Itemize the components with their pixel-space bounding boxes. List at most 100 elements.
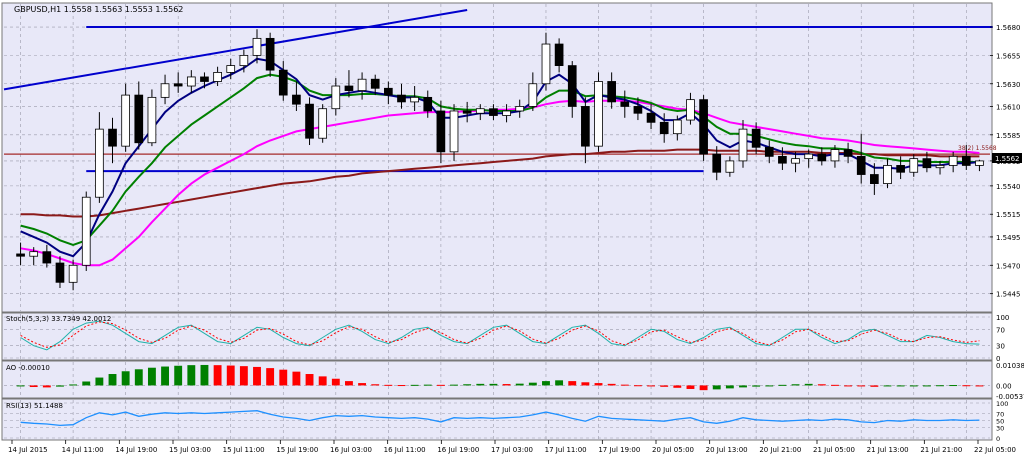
- candle: [436, 100, 446, 164]
- ao-bar: [528, 382, 537, 386]
- time-tick-label: 22 Jul 05:00: [974, 446, 1016, 454]
- ao-tick-label: -0.00537: [996, 393, 1024, 401]
- ao-bar: [515, 383, 524, 386]
- ao-bar: [292, 371, 301, 386]
- ao-bar: [226, 365, 235, 386]
- ao-bar: [542, 381, 550, 386]
- candle-body: [975, 160, 984, 166]
- price-panel-header: GBPUSD,H1 1.5558 1.5563 1.5553 1.5562: [14, 5, 183, 14]
- candle: [502, 104, 511, 123]
- candle: [29, 247, 39, 266]
- ao-bar: [371, 384, 380, 386]
- stochastic-panel[interactable]: 100 70 30 0 Stoch(5,3,3) 33.7349 42.0012: [1, 312, 1009, 363]
- candle-body: [489, 108, 498, 116]
- candle: [370, 74, 380, 96]
- ao-bar: [121, 371, 130, 386]
- ao-bar: [594, 383, 603, 386]
- candle: [541, 32, 551, 91]
- price-tick-label: 1.5630: [996, 81, 1021, 89]
- candle: [108, 117, 117, 164]
- time-tick-label: 16 Jul 03:00: [330, 446, 372, 454]
- price-tick-label: 1.5470: [996, 262, 1021, 270]
- ao-bar: [69, 384, 78, 386]
- time-tick-label: 20 Jul 05:00: [652, 446, 694, 454]
- ao-bar: [358, 383, 367, 386]
- candle: [791, 151, 800, 173]
- candle: [922, 151, 932, 173]
- fib-level-label: 38.2) 1.5568: [958, 145, 997, 152]
- ma-mid-line: [20, 73, 980, 246]
- ao-bar: [975, 385, 984, 387]
- candle: [265, 32, 275, 77]
- candle-body: [462, 110, 472, 114]
- price-tick-label: 1.5445: [996, 291, 1021, 299]
- candle-body: [948, 155, 958, 166]
- time-tick-label: 14 Jul 19:00: [115, 446, 157, 454]
- ma-long-line: [20, 148, 980, 218]
- ao-bar: [489, 383, 498, 386]
- candle-body: [830, 149, 840, 162]
- rsi-tick-label: 70: [996, 411, 1004, 419]
- candle: [68, 259, 78, 291]
- ao-bar: [660, 385, 669, 387]
- candle-body: [449, 110, 459, 153]
- price-panel-background: [1, 2, 993, 313]
- candle: [134, 81, 144, 150]
- candle-body: [883, 165, 892, 184]
- candle-body: [699, 99, 708, 155]
- candle-body: [292, 94, 301, 105]
- candle-body: [594, 81, 603, 147]
- candle: [856, 133, 866, 184]
- candle: [16, 242, 25, 266]
- ao-bar: [147, 367, 156, 386]
- candle-body: [55, 262, 65, 283]
- candle: [397, 83, 406, 109]
- time-tick-label: 17 Jul 11:00: [545, 446, 587, 454]
- candle: [659, 113, 669, 143]
- ao-panel[interactable]: 0.01038 0.00 -0.00537 AO -0.00010: [1, 360, 1024, 401]
- candle: [344, 70, 354, 98]
- candle-body: [384, 87, 393, 96]
- candle: [633, 97, 643, 121]
- ao-bar: [305, 374, 314, 386]
- ao-bar: [108, 374, 117, 386]
- candle-body: [751, 128, 761, 148]
- candle: [81, 191, 91, 271]
- candle-body: [265, 37, 275, 71]
- ao-axis: 0.01038 0.00 -0.00537: [996, 362, 1024, 401]
- ao-bar: [174, 365, 183, 386]
- candle: [200, 72, 209, 89]
- price-panel[interactable]: 1.5680 1.5655 1.5630 1.5610 1.5585 1.5562 1.55…: [1, 2, 1022, 313]
- candle-body: [922, 158, 932, 169]
- ao-bar: [949, 385, 958, 387]
- candle-body: [475, 108, 485, 114]
- ao-bar: [870, 385, 879, 387]
- candle: [121, 83, 130, 152]
- candle-body: [528, 83, 538, 107]
- ao-bar: [620, 384, 629, 386]
- candle-body: [226, 65, 236, 73]
- candle-body: [68, 264, 78, 283]
- candle-body: [738, 128, 748, 162]
- candle: [686, 92, 695, 125]
- candle: [975, 159, 984, 172]
- candle: [699, 95, 708, 161]
- time-axis: 14 Jul 2015 14 Jul 11:00 14 Jul 19:00 15 Ju…: [8, 440, 1016, 454]
- candle: [646, 104, 656, 130]
- candle: [804, 149, 814, 168]
- stochastic-tick-label: 30: [996, 343, 1005, 351]
- candle-body: [791, 158, 800, 164]
- rsi-line: [20, 410, 980, 427]
- ao-bar: [450, 384, 458, 386]
- ao-bar: [633, 385, 642, 387]
- ao-bar: [699, 385, 708, 391]
- candle-body: [778, 155, 787, 164]
- candle-body: [331, 85, 341, 110]
- candle-body: [633, 106, 643, 114]
- stochastic-axis: 100 70 30 0: [996, 314, 1009, 363]
- ao-bar: [896, 385, 905, 387]
- rsi-tick-label: 50: [996, 418, 1004, 426]
- candle: [896, 156, 905, 180]
